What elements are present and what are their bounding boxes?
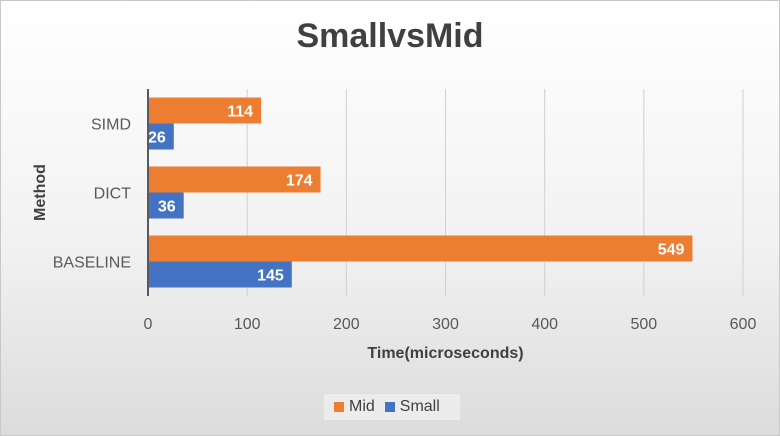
legend-label-small: Small (399, 398, 440, 415)
category-label: BASELINE (53, 255, 131, 272)
category-label: SIMD (91, 117, 131, 134)
data-label: 114 (227, 104, 253, 121)
data-label: 549 (658, 242, 685, 259)
bars (148, 97, 693, 288)
category-label: DICT (94, 186, 132, 203)
legend-swatch-small (384, 402, 395, 412)
data-label: 145 (257, 268, 284, 285)
category-labels: SIMD DICT BASELINE (53, 117, 131, 272)
data-label: 26 (148, 130, 166, 147)
legend-label-mid: Mid (349, 398, 375, 415)
x-tick-label: 400 (531, 316, 558, 333)
gridlines (246, 89, 744, 296)
x-tick-label: 0 (144, 316, 153, 333)
x-tick-labels: 0 100 200 300 400 500 600 (144, 316, 757, 333)
x-axis-title: Time(microseconds) (367, 345, 523, 362)
data-label: 174 (286, 173, 313, 190)
x-tick-label: 300 (432, 316, 459, 333)
data-label: 36 (158, 199, 176, 216)
x-tick-label: 100 (234, 316, 261, 333)
legend-item-mid: Mid (334, 398, 375, 416)
bar-small (148, 261, 292, 288)
x-tick-label: 200 (333, 316, 360, 333)
x-tick-label: 600 (730, 316, 757, 333)
bar-mid (148, 166, 321, 193)
x-tick-label: 500 (630, 316, 657, 333)
legend: Mid Small (323, 393, 461, 421)
y-axis-title: Method (32, 164, 49, 221)
bar-mid (148, 97, 262, 124)
bar-small (148, 123, 174, 150)
bar-mid (148, 235, 693, 262)
legend-item-small: Small (384, 398, 440, 416)
bar-small (148, 192, 184, 219)
chart-title: SmallvsMid (296, 17, 484, 55)
legend-swatch-mid (334, 402, 344, 412)
data-labels: 114 26 174 36 549 145 (148, 104, 685, 285)
